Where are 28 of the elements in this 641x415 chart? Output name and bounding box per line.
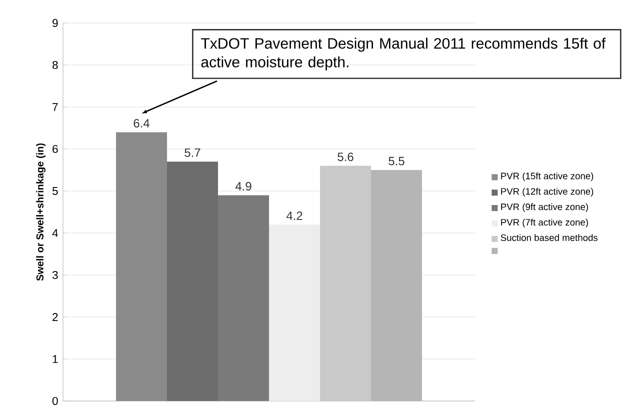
data-label: 5.5	[388, 156, 404, 166]
y-tick-label: 2	[52, 313, 58, 321]
annotation: TxDOT Pavement Design Manual 2011 recommends 15ft of active moisture depth.	[201, 38, 606, 70]
y-tick-label: 4	[52, 229, 58, 237]
bar	[116, 132, 168, 401]
data-label: 4.2	[286, 212, 302, 220]
legend-label: PVR (9ft active zone)	[501, 203, 588, 212]
data-label: 5.6	[338, 152, 354, 162]
y-tick-label: 9	[52, 19, 58, 28]
y-tick-label: 1	[52, 355, 58, 363]
y-tick-label: 0	[52, 396, 58, 406]
legend-label: PVR (7ft active zone)	[501, 218, 588, 228]
data-label: 6.4	[134, 118, 150, 128]
legend-label: PVR (15ft active zone)	[501, 172, 594, 182]
bar	[167, 162, 218, 401]
bar	[218, 195, 270, 401]
data-label: 4.9	[235, 182, 252, 191]
y-tick-label: 6	[52, 145, 58, 154]
bar	[320, 166, 372, 401]
bar	[269, 224, 320, 401]
legend-label: Suction based methods	[500, 234, 598, 241]
y-tick-label: 8	[52, 61, 58, 70]
y-tick-label: 7	[52, 103, 58, 111]
y-tick-label: 5	[52, 187, 58, 195]
data-label: 5.7	[184, 148, 200, 157]
legend-label: PVR (12ft active zone)	[501, 188, 594, 197]
y-tick-label: 3	[52, 271, 58, 280]
y-axis-title: Swell or Swell+shrinkage (in)	[36, 143, 46, 281]
